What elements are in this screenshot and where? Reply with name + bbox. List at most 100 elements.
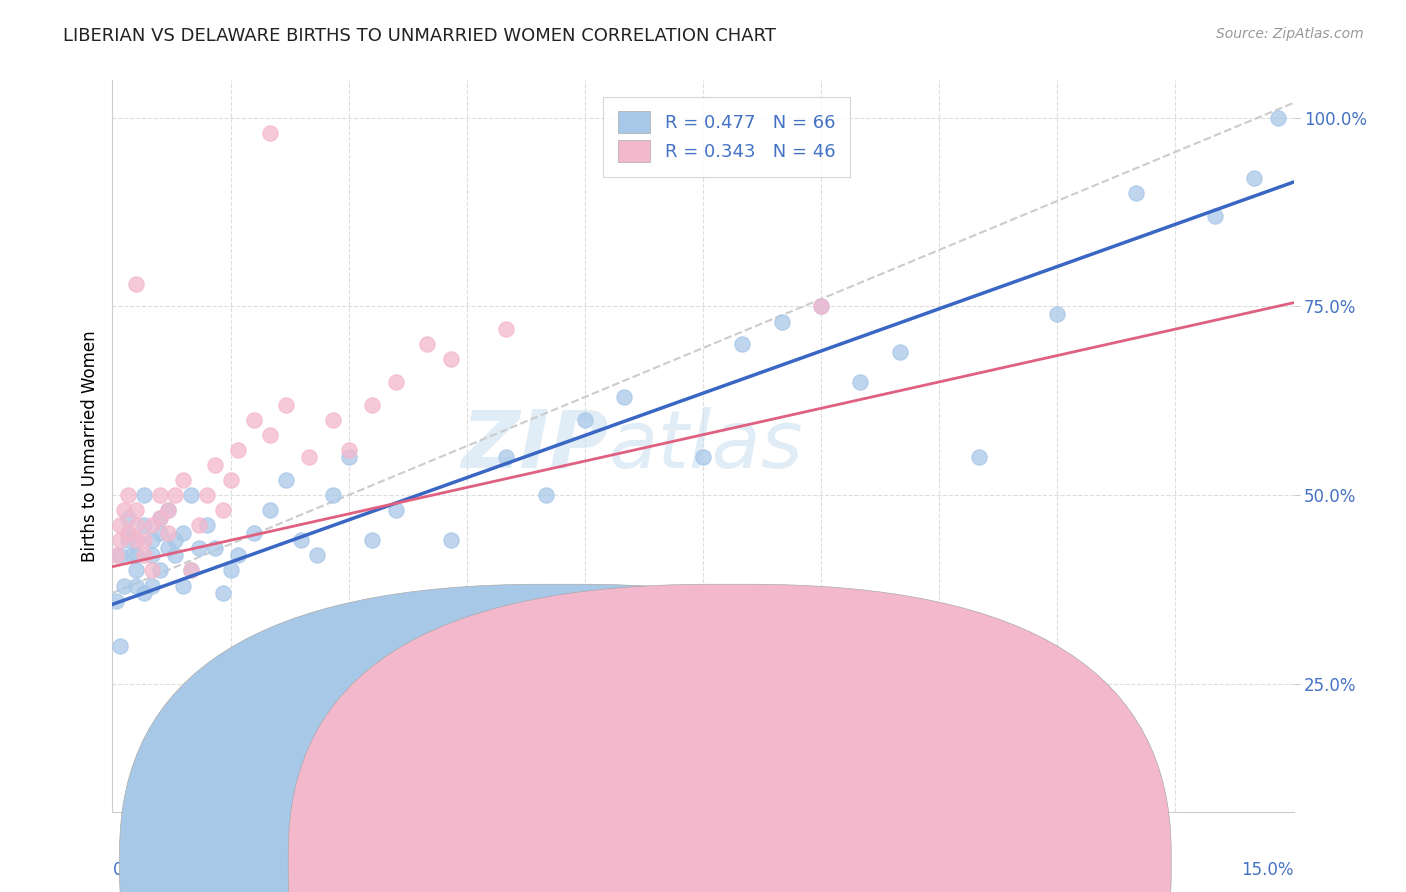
Point (125, 563, 148, 577)
Point (188, 541, 211, 555)
Point (440, 352, 463, 367)
Point (849, 375, 872, 389)
Point (1243, 171, 1265, 186)
Point (188, 518, 211, 533)
Point (132, 586, 155, 600)
Point (259, 503, 281, 517)
Point (440, 533, 463, 548)
Point (141, 533, 163, 548)
Y-axis label: Births to Unmarried Women: Births to Unmarried Women (80, 330, 98, 562)
Point (156, 541, 179, 555)
Point (1267, 111, 1289, 125)
Point (110, 518, 132, 533)
Point (967, 450, 990, 465)
Point (259, 126, 281, 140)
Point (105, 593, 128, 607)
Point (156, 503, 179, 517)
Point (149, 510, 172, 524)
Point (141, 563, 163, 577)
Point (534, 488, 557, 502)
Point (125, 503, 148, 517)
Point (125, 518, 148, 533)
Point (574, 412, 596, 426)
Point (385, 503, 408, 517)
Point (731, 337, 754, 351)
Point (495, 450, 517, 465)
Point (274, 473, 297, 487)
Point (165, 488, 187, 502)
Point (125, 533, 148, 548)
Point (810, 300, 832, 314)
Point (464, 624, 486, 638)
Point (770, 315, 793, 329)
Point (156, 525, 179, 540)
Point (121, 549, 143, 563)
Point (125, 549, 148, 563)
Point (298, 450, 321, 465)
Text: Source: ZipAtlas.com: Source: ZipAtlas.com (1216, 27, 1364, 41)
Text: Delaware: Delaware (756, 855, 828, 871)
Text: ZIP: ZIP (461, 407, 609, 485)
Point (692, 450, 714, 465)
Point (117, 510, 139, 524)
Point (172, 578, 194, 592)
Point (361, 398, 384, 412)
Point (165, 533, 187, 548)
Point (204, 458, 226, 472)
Point (228, 549, 250, 563)
Point (243, 525, 266, 540)
Point (110, 639, 132, 653)
Point (613, 729, 636, 743)
Text: atlas: atlas (609, 407, 803, 485)
Point (117, 525, 139, 540)
Point (574, 699, 596, 714)
Point (259, 427, 281, 442)
Text: Liberians: Liberians (588, 855, 658, 871)
Point (156, 503, 179, 517)
Point (534, 714, 557, 729)
Point (495, 322, 517, 336)
Point (731, 737, 754, 751)
Point (149, 510, 172, 524)
Point (105, 549, 128, 563)
Point (385, 375, 408, 389)
Point (613, 390, 636, 404)
Point (322, 412, 344, 426)
Point (195, 518, 218, 533)
Text: 0.0%: 0.0% (112, 861, 155, 879)
Point (172, 473, 194, 487)
Point (132, 549, 155, 563)
Point (692, 722, 714, 736)
Point (172, 525, 194, 540)
Point (228, 442, 250, 457)
Point (361, 533, 384, 548)
Text: 15.0%: 15.0% (1241, 861, 1294, 879)
Point (165, 549, 187, 563)
Point (117, 488, 139, 502)
Point (337, 450, 360, 465)
Point (1204, 209, 1226, 223)
Point (132, 533, 155, 548)
Point (180, 563, 202, 577)
Point (307, 549, 329, 563)
Point (1046, 307, 1069, 321)
Point (180, 563, 202, 577)
Point (125, 578, 148, 592)
Point (337, 442, 360, 457)
Point (416, 601, 439, 615)
Legend: R = 0.477   N = 66, R = 0.343   N = 46: R = 0.477 N = 66, R = 0.343 N = 46 (603, 96, 849, 177)
Point (211, 586, 233, 600)
Point (889, 344, 911, 359)
Point (117, 533, 139, 548)
Point (243, 412, 266, 426)
Point (219, 473, 242, 487)
Point (195, 488, 218, 502)
Point (652, 676, 675, 690)
Point (112, 503, 135, 517)
Point (652, 639, 675, 653)
Point (112, 578, 135, 592)
Point (149, 563, 172, 577)
Point (110, 549, 132, 563)
Point (416, 337, 439, 351)
Point (125, 277, 148, 291)
